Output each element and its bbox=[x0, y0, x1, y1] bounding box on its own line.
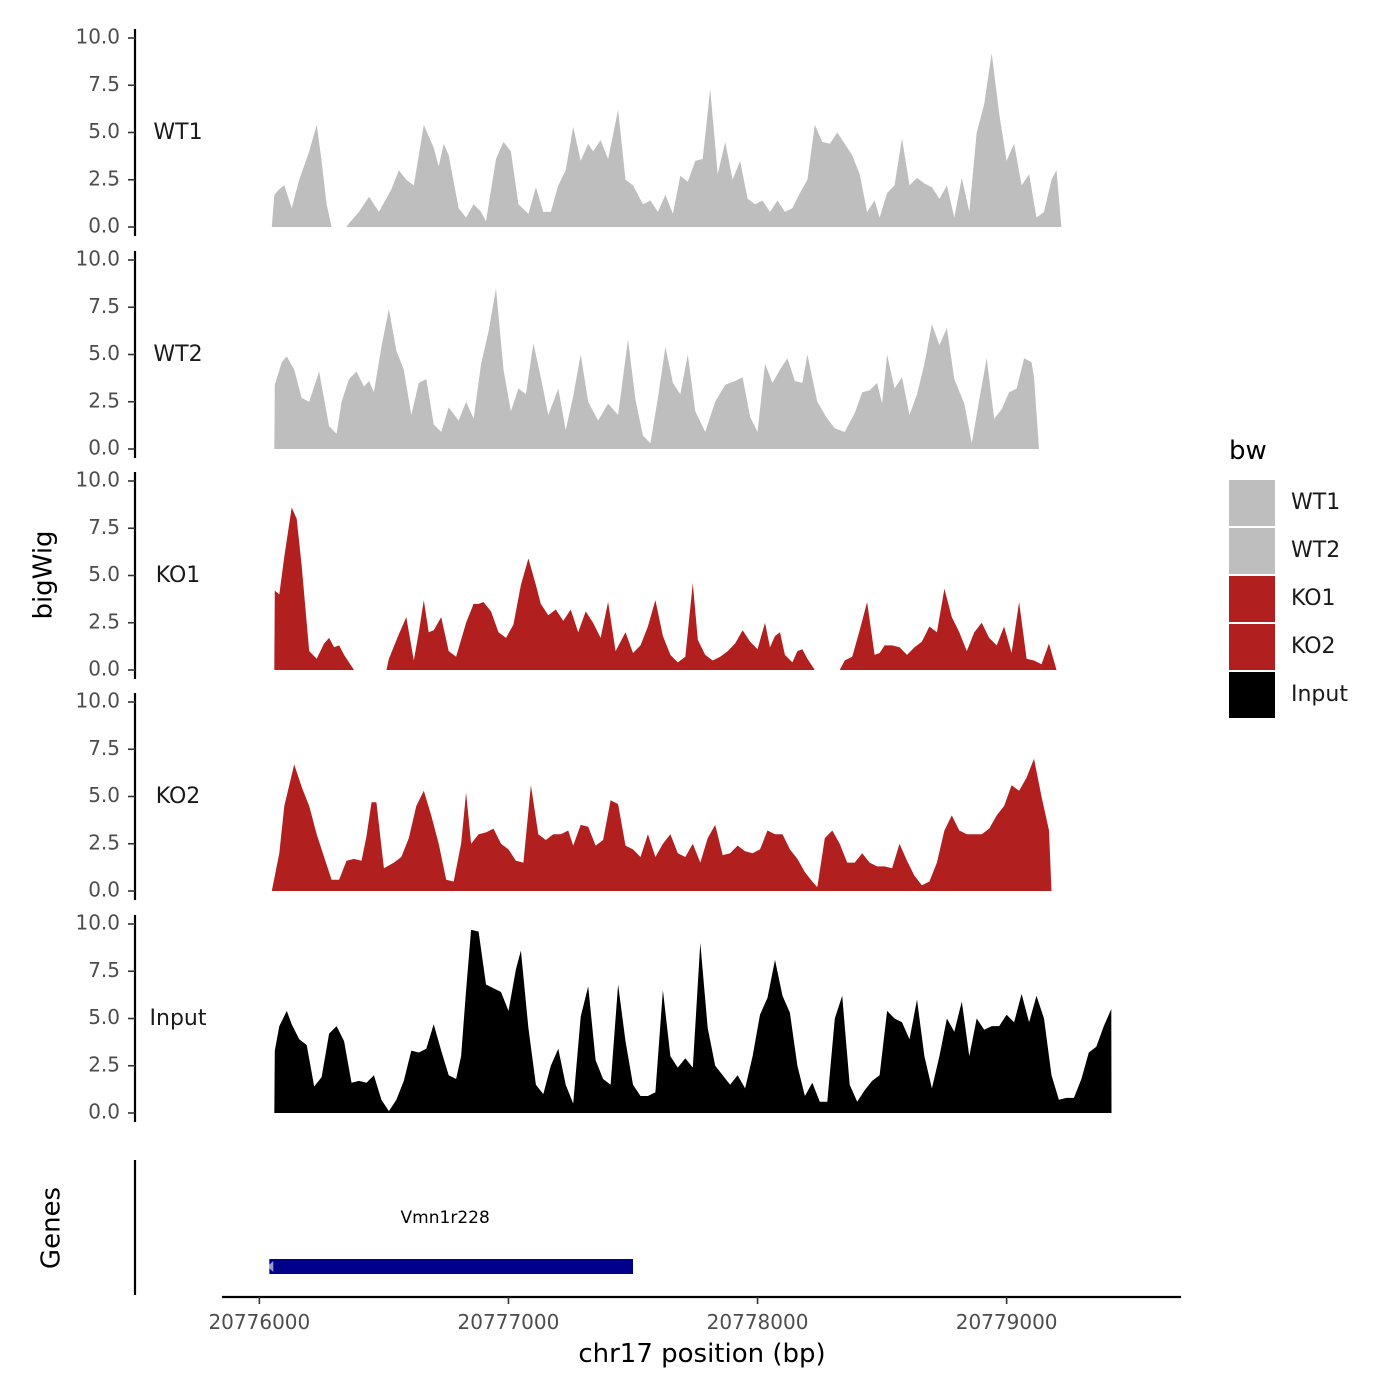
area-input bbox=[274, 929, 1112, 1113]
track-label: KO2 bbox=[156, 784, 201, 809]
legend-title: bw bbox=[1229, 436, 1267, 466]
y-tick-label: 0.0 bbox=[88, 436, 120, 460]
track-label: KO1 bbox=[156, 563, 201, 588]
legend-label: WT2 bbox=[1291, 538, 1340, 563]
legend-swatch bbox=[1229, 576, 1275, 622]
y-tick-label: 10.0 bbox=[75, 247, 120, 271]
legend-item-input: Input bbox=[1229, 672, 1348, 718]
y-tick-label: 5.0 bbox=[88, 562, 120, 586]
gene-label: Vmn1r228 bbox=[401, 1208, 490, 1228]
x-axis: 20776000 20777000 20778000 20779000 chr17 p… bbox=[208, 1295, 1181, 1369]
y-tick-label: 2.5 bbox=[88, 388, 120, 412]
track-label: Input bbox=[150, 1006, 207, 1031]
x-tick-label: 20776000 bbox=[208, 1310, 310, 1334]
y-axis-title: bigWig bbox=[29, 530, 59, 619]
y-tick-label: 0.0 bbox=[88, 657, 120, 681]
x-tick-label: 20777000 bbox=[458, 1310, 560, 1334]
y-tick-label: 10.0 bbox=[75, 468, 120, 492]
signal-tracks: 0.02.55.07.510.0WT10.02.55.07.510.0WT20.… bbox=[75, 25, 1112, 1124]
track-wt1: 0.0 2.5 5.0 7.5 10.0 WT1 bbox=[75, 25, 1062, 238]
gene-vmn1r228: Vmn1r228 bbox=[267, 1208, 633, 1274]
gene-strand-arrow bbox=[267, 1261, 274, 1272]
y-tick-label: 2.5 bbox=[88, 166, 120, 190]
area-ko2 bbox=[271, 758, 1052, 891]
legend-item-ko2: KO2 bbox=[1229, 624, 1336, 670]
y-tick-label: 7.5 bbox=[88, 736, 120, 760]
area-ko1 bbox=[274, 507, 1057, 670]
legend-swatch bbox=[1229, 528, 1275, 574]
legend-item-wt1: WT1 bbox=[1229, 480, 1340, 526]
legend-items: WT1 WT2 KO1 KO2 Input bbox=[1229, 480, 1348, 718]
gene-body bbox=[269, 1259, 633, 1274]
x-axis-title: chr17 position (bp) bbox=[578, 1339, 825, 1369]
x-tick-label: 20778000 bbox=[707, 1310, 809, 1334]
y-tick-label: 5.0 bbox=[88, 341, 120, 365]
y-tick-label: 10.0 bbox=[75, 911, 120, 935]
track-input: 0.0 2.5 5.0 7.5 10.0 Input bbox=[75, 911, 1112, 1124]
legend-label: KO2 bbox=[1291, 634, 1336, 659]
x-tick-label: 20779000 bbox=[956, 1310, 1058, 1334]
y-tick-label: 0.0 bbox=[88, 1100, 120, 1124]
legend-swatch bbox=[1229, 624, 1275, 670]
y-tick-label: 10.0 bbox=[75, 689, 120, 713]
y-tick-label: 7.5 bbox=[88, 958, 120, 982]
area-wt1 bbox=[271, 53, 1062, 227]
y-tick-label: 0.0 bbox=[88, 878, 120, 902]
track-ko2: 0.0 2.5 5.0 7.5 10.0 KO2 bbox=[75, 689, 1052, 902]
track-label: WT1 bbox=[153, 120, 202, 145]
legend-label: KO1 bbox=[1291, 586, 1336, 611]
track-ko1: 0.0 2.5 5.0 7.5 10.0 KO1 bbox=[75, 468, 1057, 681]
genes-title: Genes bbox=[37, 1187, 67, 1269]
y-tick-label: 2.5 bbox=[88, 1052, 120, 1076]
legend-swatch bbox=[1229, 480, 1275, 526]
y-tick-label: 10.0 bbox=[75, 25, 120, 49]
y-tick-label: 7.5 bbox=[88, 72, 120, 96]
legend: bw WT1 WT2 KO1 KO2 Input bbox=[1229, 436, 1348, 718]
legend-swatch bbox=[1229, 672, 1275, 718]
y-tick-label: 7.5 bbox=[88, 515, 120, 539]
gene-glyphs: Vmn1r228 bbox=[267, 1208, 633, 1274]
legend-item-wt2: WT2 bbox=[1229, 528, 1340, 574]
legend-item-ko1: KO1 bbox=[1229, 576, 1336, 622]
track-label: WT2 bbox=[153, 342, 202, 367]
y-tick-label: 2.5 bbox=[88, 830, 120, 854]
legend-label: Input bbox=[1291, 682, 1348, 707]
y-tick-label: 5.0 bbox=[88, 1005, 120, 1029]
y-tick-label: 5.0 bbox=[88, 119, 120, 143]
y-tick-label: 5.0 bbox=[88, 783, 120, 807]
area-wt2 bbox=[274, 288, 1039, 449]
y-tick-label: 0.0 bbox=[88, 214, 120, 238]
genes-panel: Genes Vmn1r228 bbox=[37, 1160, 633, 1295]
track-wt2: 0.0 2.5 5.0 7.5 10.0 WT2 bbox=[75, 247, 1039, 460]
y-tick-label: 7.5 bbox=[88, 294, 120, 318]
x-ticks: 20776000 20777000 20778000 20779000 bbox=[208, 1297, 1058, 1334]
y-tick-label: 2.5 bbox=[88, 609, 120, 633]
legend-label: WT1 bbox=[1291, 490, 1340, 515]
